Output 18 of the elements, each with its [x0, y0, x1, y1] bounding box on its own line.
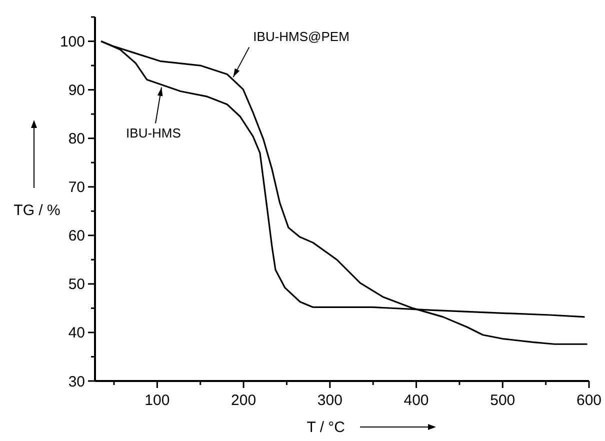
x-tick-label: 400 [404, 392, 429, 409]
y-tick-label: 100 [60, 34, 85, 51]
x-tick-label: 100 [144, 392, 170, 409]
y-axis-title: TG / % [14, 202, 60, 219]
y-tick-label: 60 [68, 228, 85, 245]
y-tick-label: 30 [68, 373, 85, 390]
y-tick-label: 80 [68, 130, 85, 148]
x-axis-title: T / °C [306, 419, 346, 436]
x-tick-label: 500 [490, 392, 516, 409]
y-tick-label: 90 [68, 82, 85, 100]
annotation: IBU-HMS [126, 125, 182, 140]
y-tick-label: 40 [68, 324, 85, 342]
x-tick-label: 600 [576, 392, 602, 409]
x-tick-label: 200 [231, 392, 256, 409]
x-tick-label: 300 [317, 392, 342, 409]
y-tick-label: 50 [68, 276, 85, 294]
y-tick-label: 70 [68, 179, 85, 196]
annotation: IBU-HMS@PEM [253, 29, 350, 44]
